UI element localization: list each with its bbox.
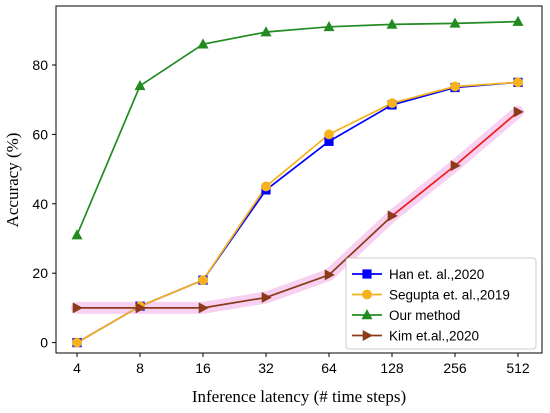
data-point — [72, 302, 83, 314]
series-line-segment — [202, 185, 267, 281]
x-tick-label: 4 — [73, 360, 81, 376]
x-tick-label: 64 — [321, 360, 337, 376]
data-point — [324, 269, 335, 281]
data-point — [197, 38, 209, 49]
series-line-segment — [391, 164, 456, 217]
data-point — [387, 98, 397, 109]
data-point — [387, 210, 398, 222]
x-tick-label: 512 — [506, 360, 530, 376]
y-tick-label: 60 — [32, 126, 48, 142]
series-line-segment — [391, 85, 456, 105]
series-line-segment — [265, 274, 330, 299]
y-tick-label: 40 — [32, 196, 48, 212]
series-line-segment — [391, 86, 456, 106]
x-tick-label: 256 — [443, 360, 467, 376]
series-line-segment — [265, 140, 330, 191]
data-point — [513, 77, 523, 88]
series-line-segment — [265, 25, 330, 33]
data-point — [449, 17, 461, 28]
series-line-segment — [139, 279, 204, 308]
data-point — [198, 302, 209, 314]
data-point — [450, 81, 460, 92]
series-line-segment — [76, 84, 141, 236]
data-point — [323, 20, 335, 32]
series-line-segment — [391, 22, 456, 26]
legend-label: Kim et.al.,2020 — [389, 329, 479, 344]
series-line-segment — [76, 305, 141, 344]
data-point — [260, 26, 272, 37]
data-point — [198, 275, 208, 286]
legend-marker — [362, 329, 373, 342]
legend-label: Our method — [389, 308, 460, 323]
series-line-segment — [454, 20, 519, 25]
y-axis-title: Accuracy (%) — [3, 133, 22, 228]
x-axis: 4 8 16 32 64 128 256 512 — [73, 353, 530, 376]
data-point — [135, 302, 146, 314]
legend: Han et. al.,2020 Segupta et. al.,2019 Our … — [345, 257, 537, 350]
data-point — [513, 106, 524, 118]
data-point — [512, 15, 524, 26]
y-tick-label: 80 — [32, 57, 48, 73]
data-point — [261, 181, 271, 192]
x-tick-label: 32 — [258, 360, 274, 376]
legend-marker — [362, 269, 372, 279]
data-point — [72, 337, 82, 348]
x-axis-title: Inference latency (# time steps) — [192, 387, 406, 406]
plot-frame — [55, 5, 543, 354]
x-tick-label: 128 — [380, 360, 404, 376]
data-point — [71, 229, 83, 240]
series-lines — [76, 20, 519, 344]
legend-label: Segupta et. al.,2019 — [389, 288, 510, 303]
series-line-segment — [328, 102, 393, 136]
legend-label: Han et. al.,2020 — [389, 267, 484, 282]
data-point — [324, 129, 334, 140]
series-line-segment — [454, 81, 519, 88]
series-markers — [71, 15, 524, 348]
x-tick-label: 16 — [195, 360, 211, 376]
data-point — [450, 160, 461, 172]
series-line-segment — [265, 133, 330, 188]
legend-items: Han et. al.,2020 Segupta et. al.,2019 Our … — [352, 267, 510, 344]
data-point — [386, 18, 398, 29]
series-line-segment — [202, 31, 267, 46]
x-tick-label: 8 — [136, 360, 144, 376]
series-line-segment — [454, 110, 519, 167]
series-line-segment — [139, 43, 204, 87]
series-line-segment — [202, 296, 267, 309]
data-point — [261, 291, 272, 303]
legend-marker — [362, 289, 372, 300]
series-line-segment — [328, 215, 393, 276]
legend-box — [345, 257, 537, 350]
series-line-segment — [328, 104, 393, 143]
data-point — [134, 79, 146, 91]
y-axis: 0 20 40 60 80 — [32, 57, 56, 351]
series-line-segment — [328, 23, 393, 28]
legend-marker — [361, 309, 373, 320]
y-tick-label: 20 — [32, 265, 48, 281]
y-tick-label: 0 — [40, 335, 48, 351]
